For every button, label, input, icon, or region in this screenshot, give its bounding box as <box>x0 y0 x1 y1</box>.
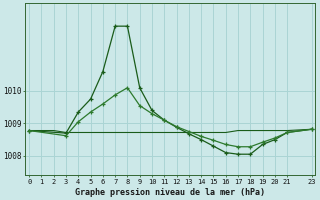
X-axis label: Graphe pression niveau de la mer (hPa): Graphe pression niveau de la mer (hPa) <box>76 188 265 197</box>
